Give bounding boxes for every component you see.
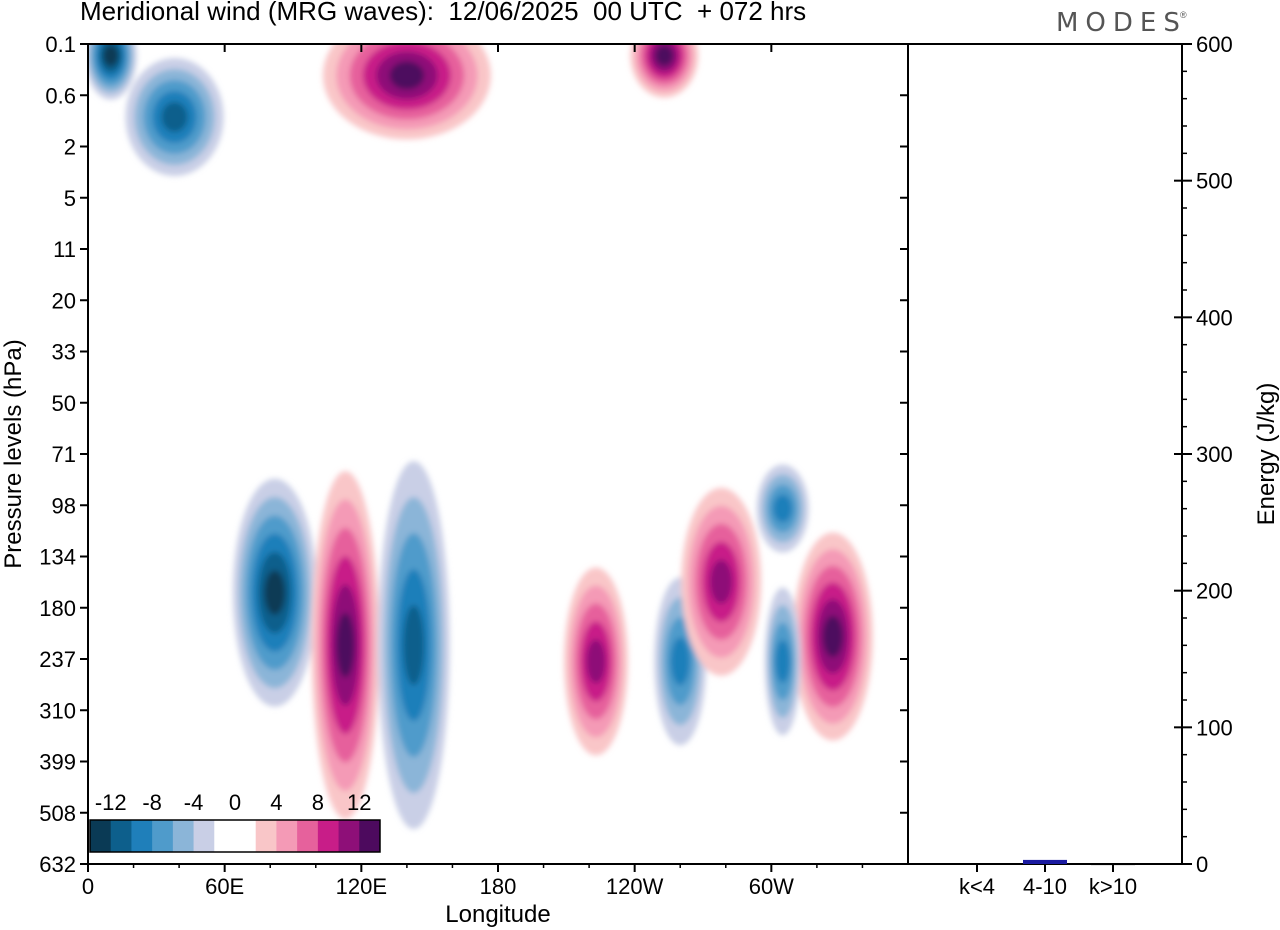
- colorbar-swatch: [338, 820, 360, 852]
- colorbar-label: 8: [312, 790, 324, 815]
- energy-tick-label: 500: [1196, 169, 1233, 194]
- colorbar-swatch: [131, 820, 153, 852]
- contour-level-negative-2-4: [161, 101, 188, 132]
- colorbar-swatch: [276, 820, 298, 852]
- x-tick-label: 180: [480, 874, 517, 899]
- energy-category-label: k<4: [959, 874, 995, 899]
- y-tick-label: 71: [52, 442, 76, 467]
- y-tick-label: 508: [39, 801, 76, 826]
- energy-tick-label: 600: [1196, 32, 1233, 57]
- energy-axis-title: Energy (J/kg): [1253, 383, 1280, 526]
- colorbar-swatch: [317, 820, 340, 852]
- y-tick-label: 98: [52, 493, 76, 518]
- registered-mark: ®: [1180, 10, 1187, 20]
- energy-tick-label: 400: [1196, 305, 1233, 330]
- colorbar-frame: [89, 819, 381, 853]
- x-axis-title: Longitude: [445, 901, 550, 928]
- colorbar-swatch: [359, 820, 381, 852]
- energy-tick-label: 100: [1196, 715, 1233, 740]
- contour-level-positive-5-5: [336, 612, 355, 678]
- energy-category-label: k>10: [1089, 874, 1137, 899]
- contour-level-positive-1-5: [389, 61, 425, 90]
- colorbar-label: 4: [270, 790, 282, 815]
- energy-tick-label: 0: [1196, 852, 1208, 877]
- colorbar-label: -8: [142, 790, 162, 815]
- energy-panel-frame: [907, 43, 1183, 865]
- y-tick-label: 0.1: [45, 32, 76, 57]
- colorbar-swatch: [214, 820, 236, 852]
- y-tick-label: 20: [52, 288, 76, 313]
- x-axis: 0 60E 120E 180 120W 60W: [82, 44, 864, 899]
- contour-level-negative-10-3: [773, 494, 793, 523]
- x-tick-label: 0: [82, 874, 94, 899]
- energy-category-label: 4-10: [1023, 874, 1067, 899]
- contour-blobs: [88, 44, 873, 830]
- contour-level-positive-11-5: [822, 615, 843, 658]
- colorbar-swatch: [152, 820, 174, 852]
- energy-tick-label: 300: [1196, 442, 1233, 467]
- y-tick-label: 180: [39, 596, 76, 621]
- colorbar-label: -4: [184, 790, 204, 815]
- contour-level-positive-3-5: [655, 45, 674, 66]
- colorbar-label: 0: [229, 790, 241, 815]
- chart-title: Meridional wind (MRG waves): 12/06/2025 …: [80, 0, 807, 26]
- y-tick-label: 0.6: [45, 83, 76, 108]
- colorbar: -12 -8 -4 0 4 8 12: [89, 790, 381, 853]
- y-tick-label: 310: [39, 698, 76, 723]
- energy-tick-label: 200: [1196, 579, 1233, 604]
- x-tick-label: 120W: [606, 874, 664, 899]
- y-tick-label: 237: [39, 647, 76, 672]
- y-tick-label: 399: [39, 750, 76, 775]
- y-axis-title: Pressure levels (hPa): [0, 339, 27, 568]
- contour-level-negative-4-5: [264, 570, 286, 615]
- y-tick-label: 5: [64, 186, 76, 211]
- colorbar-swatch: [172, 820, 195, 852]
- contour-level-positive-9-4: [710, 559, 733, 604]
- y-axis: 0.1 0.6 2 5 11 20 33 50 71 98 134 180 237 310 399 508 63…: [39, 32, 908, 877]
- contour-level-negative-12-3: [775, 639, 791, 683]
- y-tick-label: 50: [52, 391, 76, 416]
- colorbar-swatch: [255, 820, 277, 852]
- colorbar-swatch: [193, 820, 215, 852]
- contour-field: [88, 44, 873, 830]
- modes-logo: MODES: [1056, 8, 1187, 38]
- contour-level-negative-0-5: [103, 44, 119, 67]
- main-plot-background: [88, 44, 908, 864]
- y-tick-label: 2: [64, 135, 76, 160]
- contour-level-negative-6-4: [403, 605, 425, 686]
- contour-level-positive-7-4: [586, 639, 606, 684]
- colorbar-label: -12: [95, 790, 127, 815]
- y-tick-label: 11: [53, 237, 76, 262]
- y-tick-label: 632: [39, 852, 76, 877]
- x-tick-label: 60W: [749, 874, 794, 899]
- y-tick-label: 134: [39, 545, 76, 570]
- energy-x-axis: k<4 4-10 k>10: [959, 864, 1137, 899]
- colorbar-label: 12: [347, 790, 371, 815]
- colorbar-swatch: [235, 820, 257, 852]
- energy-y-axis: 0 100 200 300 400 500 600: [1174, 32, 1233, 877]
- contour-level-negative-8-3: [670, 637, 690, 686]
- x-tick-label: 60E: [205, 874, 244, 899]
- colorbar-swatch: [90, 820, 112, 852]
- colorbar-swatch: [297, 820, 319, 852]
- energy-bar-1: [1023, 859, 1067, 864]
- x-tick-label: 120E: [336, 874, 387, 899]
- colorbar-swatch: [110, 820, 132, 852]
- y-tick-label: 33: [52, 340, 76, 365]
